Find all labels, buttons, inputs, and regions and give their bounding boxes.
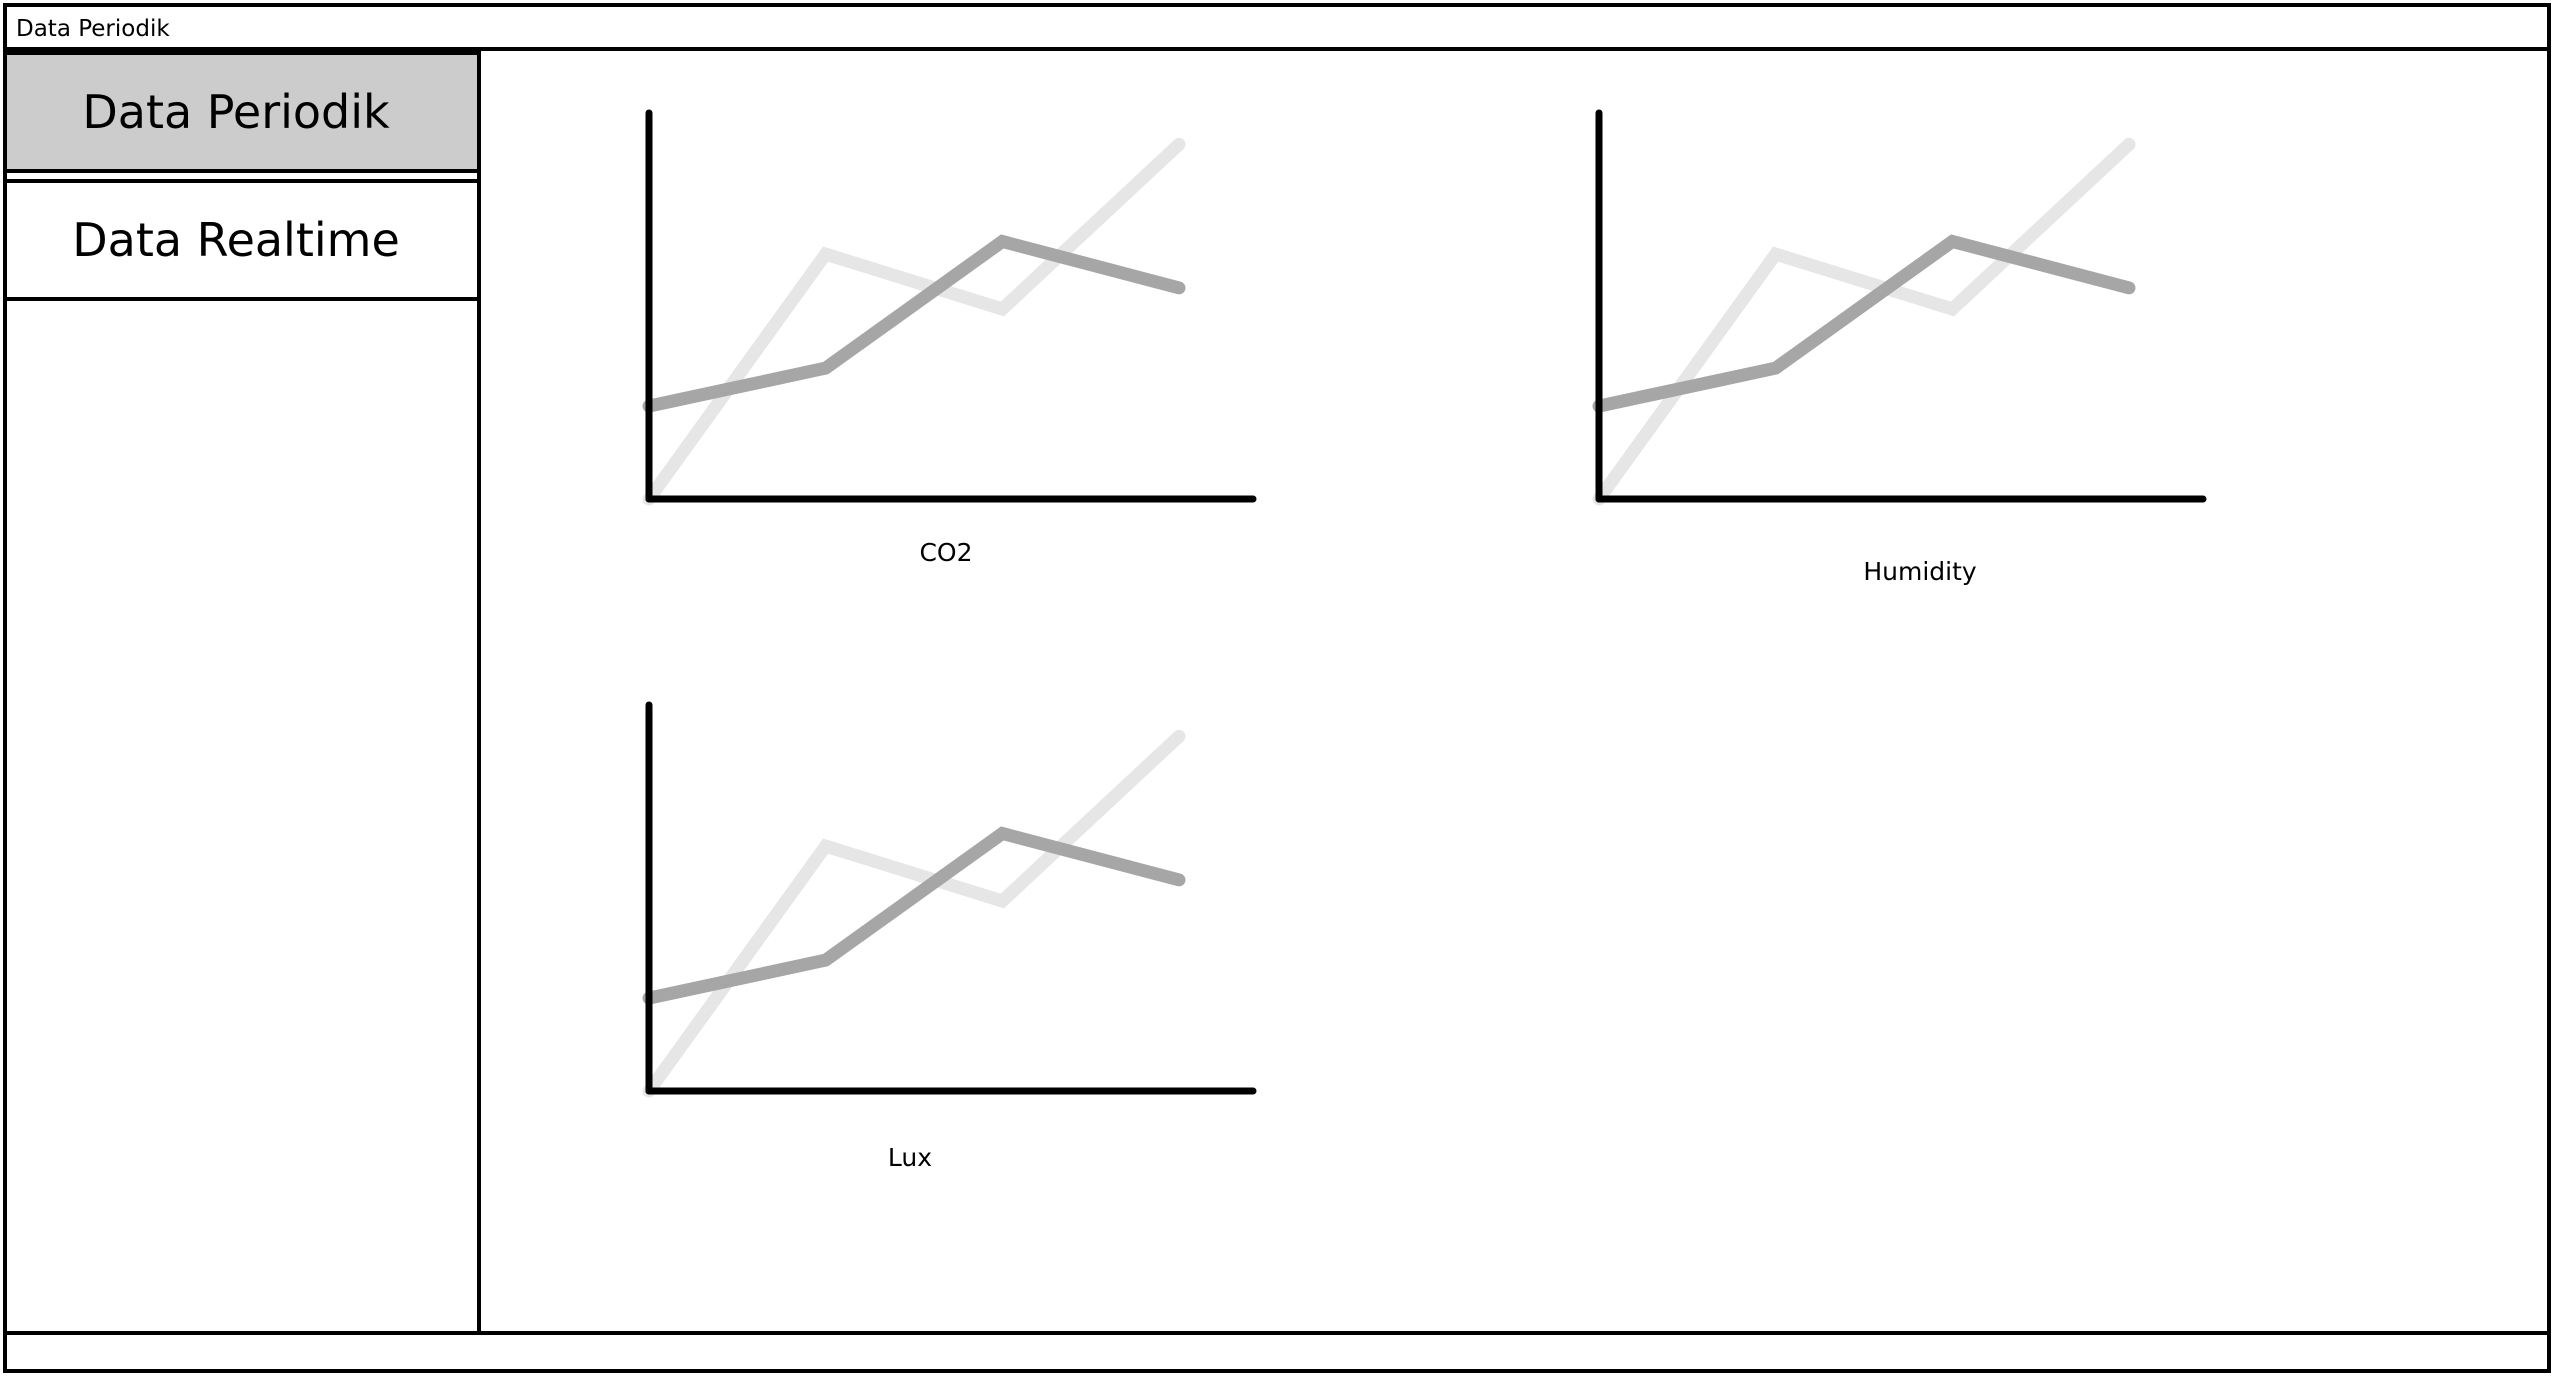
main-content: CO2 Humidity Lux [481,51,2547,1331]
chart-caption-lux: Lux [887,1143,933,1172]
app-window: Data Periodik Data Periodik Data Realtim… [3,3,2551,1373]
series-line-0 [642,729,1186,1098]
lux-chart [642,701,1257,1098]
series-line-0 [1592,137,2136,506]
series-line-0 [642,137,1186,506]
sidebar-item-data-realtime[interactable]: Data Realtime [7,179,477,301]
series-line-1 [1592,234,2136,413]
sidebar-item-label: Data Periodik [82,85,390,139]
chart-caption-humidity: Humidity [1863,557,1977,586]
humidity-chart [1592,109,2207,506]
co2-chart [642,109,1257,506]
status-bar [7,1331,2547,1369]
sidebar-item-label: Data Realtime [72,213,400,267]
sidebar-item-data-periodik[interactable]: Data Periodik [7,51,477,173]
title-bar: Data Periodik [7,7,2547,51]
series-line-1 [642,826,1186,1005]
window-title: Data Periodik [16,16,170,42]
series-line-1 [642,234,1186,413]
chart-caption-co2: CO2 [919,538,973,567]
sidebar: Data Periodik Data Realtime [7,51,481,1331]
